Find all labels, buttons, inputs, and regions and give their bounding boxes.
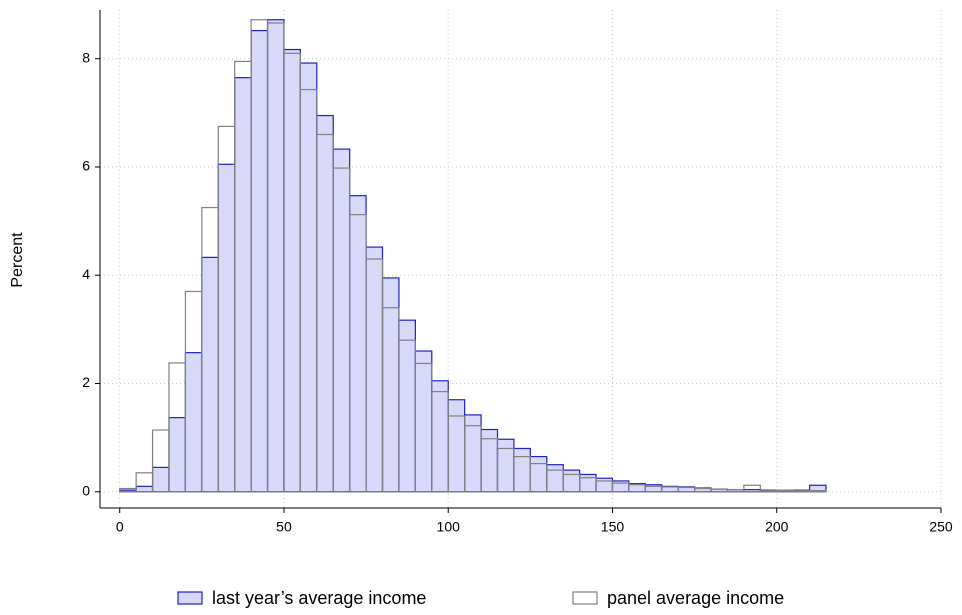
legend-label: panel average income	[607, 588, 784, 608]
bar	[398, 319, 416, 493]
y-tick-label: 8	[82, 49, 90, 65]
x-tick-label: 200	[765, 519, 789, 535]
bar	[759, 490, 778, 493]
legend-label: last year’s average income	[212, 588, 426, 608]
bar	[184, 352, 203, 493]
bar	[266, 19, 285, 493]
bar	[135, 485, 154, 493]
bar	[529, 455, 548, 493]
bar	[496, 438, 515, 493]
bar	[743, 484, 761, 493]
y-tick-label: 0	[82, 482, 90, 498]
x-tick-label: 0	[116, 519, 124, 535]
bar	[332, 148, 351, 493]
bar	[234, 77, 252, 493]
bar	[151, 466, 170, 493]
bar	[595, 477, 614, 493]
bar	[579, 473, 597, 493]
y-tick-label: 4	[82, 266, 90, 282]
bar	[513, 447, 531, 493]
bar	[316, 114, 334, 493]
bar	[299, 62, 318, 493]
legend-swatch	[572, 591, 598, 605]
y-tick-label: 2	[82, 374, 90, 390]
bar	[414, 350, 433, 493]
bar	[168, 417, 187, 493]
y-tick-label: 6	[82, 158, 90, 174]
y-axis-label: Percent	[9, 232, 26, 288]
x-tick-label: 50	[276, 519, 292, 535]
bar	[431, 380, 449, 493]
bar	[562, 469, 581, 493]
x-tick-label: 250	[929, 519, 953, 535]
bar	[283, 48, 301, 493]
bar	[201, 256, 219, 493]
bar	[792, 490, 811, 493]
bar	[808, 490, 827, 493]
x-tick-label: 150	[601, 519, 625, 535]
x-tick-label: 100	[437, 519, 461, 535]
legend-swatch	[177, 591, 203, 605]
bar	[447, 399, 466, 493]
bar	[217, 163, 236, 493]
bar	[250, 29, 269, 493]
bar	[349, 195, 367, 493]
bar	[464, 414, 482, 493]
bar	[365, 246, 384, 493]
bar	[546, 464, 564, 493]
bar	[381, 277, 400, 493]
